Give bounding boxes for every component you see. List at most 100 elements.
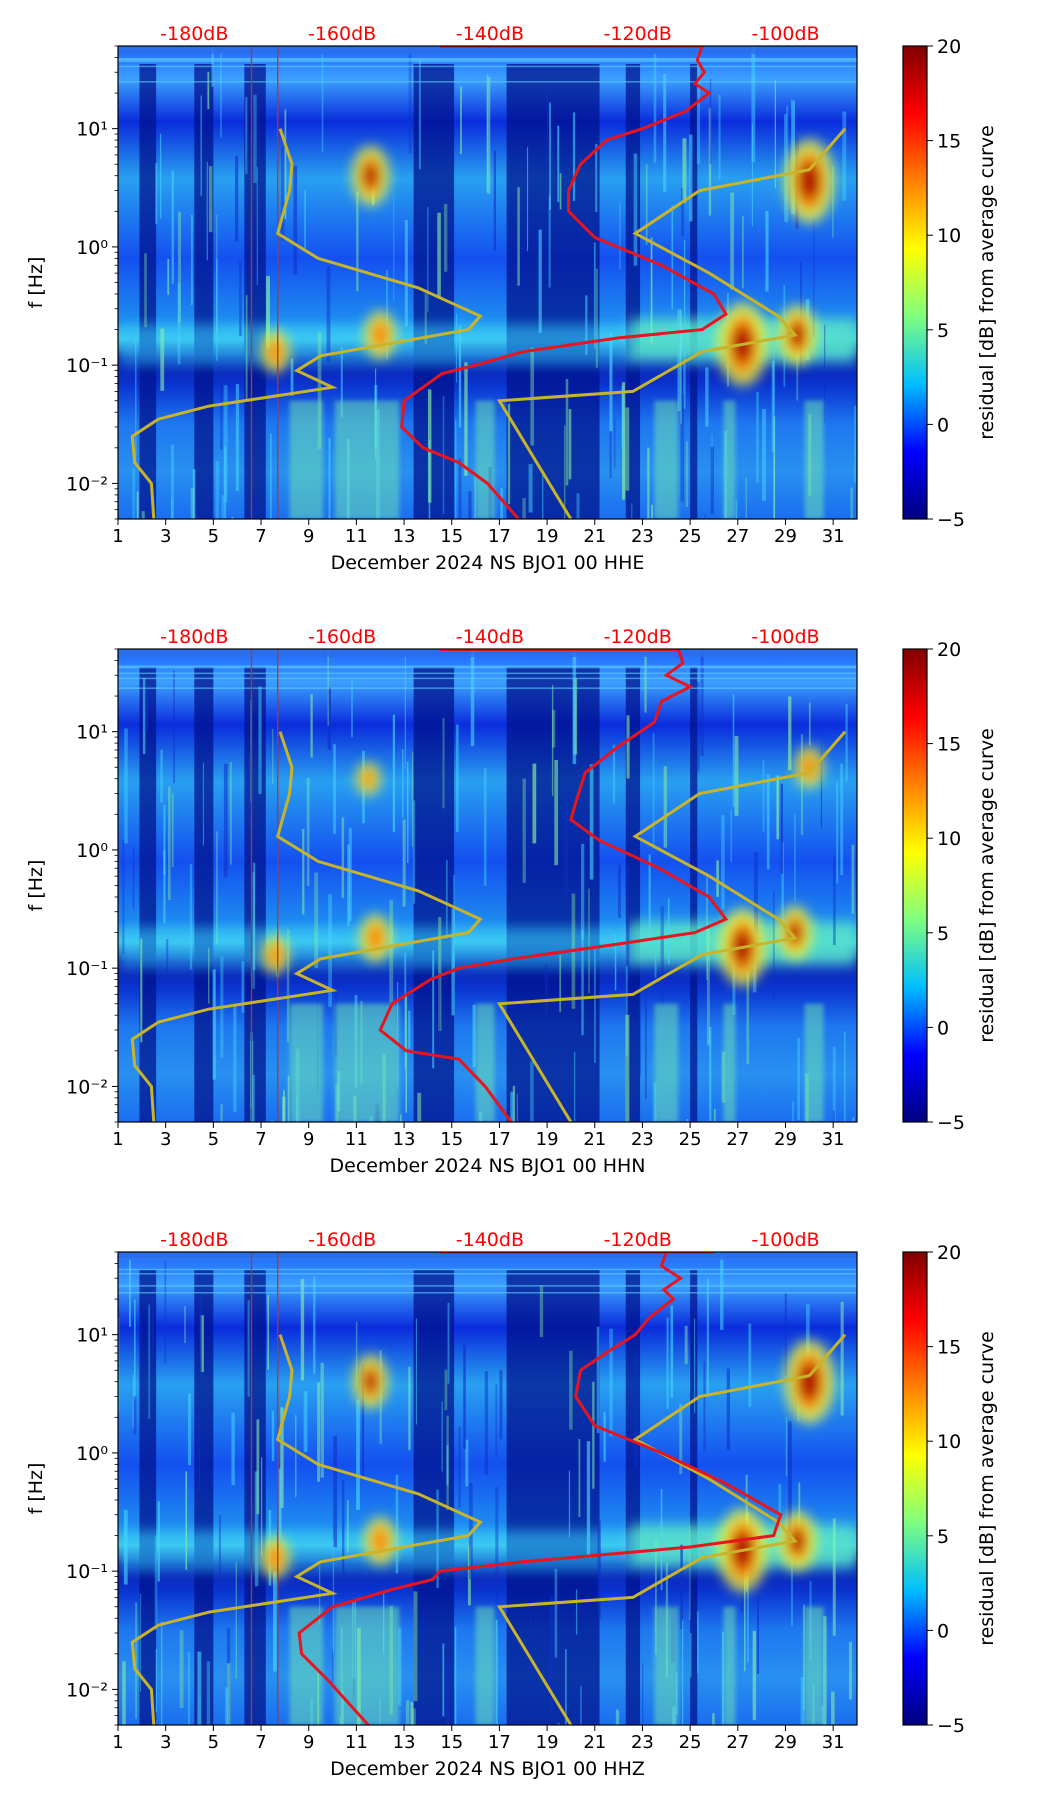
colorbar-tick-label: −5 [937, 509, 965, 531]
streak [326, 265, 331, 362]
lowfreq-column [475, 400, 495, 519]
lowfreq-column [804, 1003, 824, 1122]
x-tick-label: 19 [536, 526, 559, 547]
streak [355, 1321, 358, 1388]
streak [328, 437, 331, 519]
db-scale-label: -160dB [308, 1229, 376, 1251]
streak [694, 1318, 696, 1414]
x-tick-label: 27 [726, 1732, 749, 1753]
streak [711, 434, 713, 485]
streak [748, 1323, 752, 1408]
streak [751, 46, 756, 163]
streak [132, 467, 136, 519]
x-axis-label: December 2024 NS BJO1 00 HHN [330, 1155, 646, 1177]
colorbar: 20 15 10 5 0 −5 residual [dB] from average cur… [902, 36, 998, 531]
colorbar-gradient [902, 1251, 928, 1726]
streak [617, 1710, 620, 1725]
colorbar: 20 15 10 5 0 −5 residual [dB] from average cur… [902, 1242, 998, 1737]
streak [619, 203, 621, 270]
streak [231, 516, 234, 519]
streak [442, 1643, 445, 1717]
streak [408, 1010, 411, 1049]
quiet-periods [139, 64, 698, 519]
streak [123, 1509, 128, 1585]
streak [840, 763, 844, 876]
streak [280, 146, 285, 241]
streak [173, 670, 175, 784]
streak [187, 1393, 192, 1466]
streak [766, 774, 770, 870]
hot-spot-core [363, 1370, 378, 1394]
streak [465, 1439, 469, 1487]
x-tick-label: 23 [631, 1129, 654, 1150]
streak [427, 1717, 430, 1725]
streak [402, 749, 404, 818]
x-tick-label: 3 [160, 1732, 171, 1753]
quiet-column [690, 1270, 698, 1725]
streak [589, 764, 594, 880]
streak [445, 860, 448, 939]
streak [135, 1602, 137, 1719]
streak [220, 366, 223, 450]
streak [251, 1075, 255, 1122]
streak [190, 488, 195, 519]
streak [177, 283, 181, 365]
streak [663, 73, 667, 192]
streak [625, 966, 628, 1056]
streak [684, 1325, 688, 1365]
streak [221, 495, 225, 519]
streak [185, 1471, 188, 1570]
y-tick-label: 10⁰ [76, 237, 108, 259]
hot-spots [261, 746, 824, 987]
colorbar-tick-label: 5 [937, 923, 949, 945]
streak [417, 1092, 422, 1122]
streak [278, 1468, 282, 1538]
spectrogram-panel-hhe: 1 3 5 7 9 11 13 15 17 19 21 23 25 27 29 31 10⁻² 10⁻¹ 10⁰ 10… [0, 0, 1052, 600]
streak [813, 218, 815, 337]
x-tick-label: 3 [160, 1129, 171, 1150]
streak [631, 503, 633, 519]
streak [179, 1630, 184, 1708]
streak [155, 163, 158, 224]
streak [788, 1421, 792, 1532]
streak [206, 1661, 211, 1725]
lowfreq-columns [289, 1606, 824, 1725]
streak [302, 828, 305, 915]
streak [626, 864, 630, 981]
spectrogram-image [118, 1252, 857, 1725]
lowfreq-column [334, 1606, 400, 1725]
streak [463, 1345, 466, 1450]
x-tick-label: 31 [822, 1732, 845, 1753]
streak [685, 441, 688, 507]
hf-top-band [118, 649, 857, 657]
streak [199, 1269, 202, 1382]
colorbar-tick-label: 20 [937, 639, 961, 661]
x-tick-label: 21 [583, 1732, 606, 1753]
streak [424, 293, 427, 344]
lowfreq-column [334, 400, 400, 519]
streak [557, 125, 560, 202]
lowfreq-column [804, 1606, 824, 1725]
x-tick-label: 31 [822, 526, 845, 547]
streak [845, 703, 848, 781]
y-tick-label: 10⁻² [66, 1076, 108, 1098]
streak [348, 827, 352, 922]
streak [549, 102, 551, 210]
highfreq-stripes [118, 46, 857, 83]
streak [781, 842, 784, 958]
noise-model-curve-right [496, 730, 847, 1122]
streak [271, 1411, 275, 1462]
x-tick-label: 15 [440, 526, 463, 547]
streak [455, 313, 457, 383]
chart-hhz: 1 3 5 7 9 11 13 15 17 19 21 23 25 27 29 3110⁻²10⁻¹10⁰10… [25, 1229, 998, 1780]
streak [852, 1117, 854, 1122]
hot-spot-mid [366, 921, 385, 954]
hot-spot-mid [267, 942, 283, 968]
streak [395, 1474, 399, 1574]
hf-stripe [118, 60, 857, 63]
streak [145, 686, 148, 732]
streak [614, 418, 616, 469]
db-scale-label: -100dB [751, 23, 819, 45]
y-tick-label: 10¹ [76, 722, 108, 744]
streak [572, 112, 576, 201]
